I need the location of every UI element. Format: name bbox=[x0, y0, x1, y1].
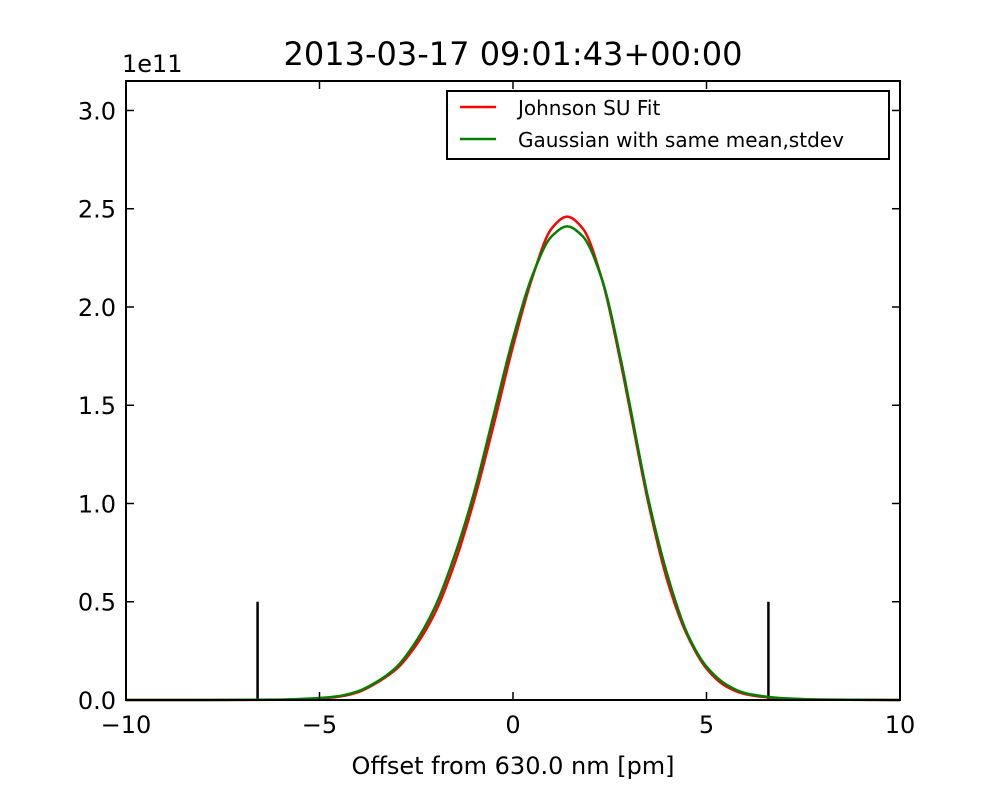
x-tick-label: 0 bbox=[505, 711, 520, 739]
legend: Johnson SU Fit Gaussian with same mean,s… bbox=[446, 90, 890, 160]
y-tick-label: 0.0 bbox=[78, 687, 116, 715]
gaussian-line bbox=[126, 225, 901, 702]
y-tick-label: 2.5 bbox=[78, 196, 116, 224]
y-tick-label: 1.0 bbox=[78, 490, 116, 518]
x-axis-label: Offset from 630.0 nm [pm] bbox=[351, 752, 674, 780]
y-axis-multiplier: 1e11 bbox=[122, 50, 183, 78]
axis-ticks: −10 −5 0 5 10 0.0 0.5 1.0 1.5 2.0 2.5 3.0 bbox=[78, 81, 915, 739]
legend-box bbox=[446, 90, 890, 160]
legend-label-gaussian: Gaussian with same mean,stdev bbox=[518, 128, 844, 152]
y-tick-label: 3.0 bbox=[78, 97, 116, 125]
y-tick-label: 0.5 bbox=[78, 589, 116, 617]
x-tick-label: −5 bbox=[302, 711, 337, 739]
chart-title: 2013-03-17 09:01:43+00:00 bbox=[284, 35, 743, 73]
x-tick-label: −10 bbox=[101, 711, 152, 739]
x-tick-label: 10 bbox=[885, 711, 916, 739]
y-tick-label: 2.0 bbox=[78, 294, 116, 322]
legend-label-johnson: Johnson SU Fit bbox=[516, 96, 660, 120]
y-tick-label: 1.5 bbox=[78, 392, 116, 420]
plot-area bbox=[126, 215, 901, 702]
x-tick-label: 5 bbox=[699, 711, 714, 739]
